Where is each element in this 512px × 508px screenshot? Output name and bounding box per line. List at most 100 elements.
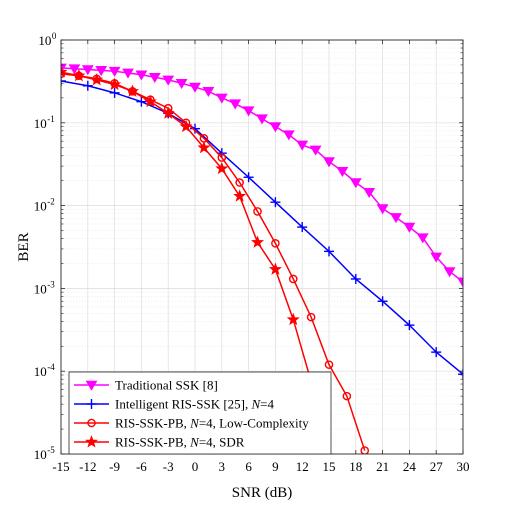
y-tick-label: 10 [34, 364, 47, 379]
legend-label-part: =4 [260, 397, 274, 412]
x-tick-label: 12 [296, 459, 309, 474]
marker-shape [363, 187, 376, 198]
marker-shape [403, 222, 416, 233]
data-point [458, 369, 463, 380]
marker-shape [296, 140, 309, 151]
series-line [61, 80, 463, 375]
y-tick-label: 10 [34, 447, 47, 462]
data-point [136, 96, 147, 107]
y-tick-label: 10 [34, 281, 47, 296]
x-tick-label: 18 [349, 459, 362, 474]
x-tick-label: 15 [323, 459, 336, 474]
x-tick-label: -3 [163, 459, 174, 474]
marker-shape [457, 277, 463, 288]
data-point [297, 222, 308, 233]
marker-shape [179, 119, 193, 133]
legend-label: RIS-SSK-PB, N=4, Low-Complexity [115, 416, 309, 431]
data-point [443, 267, 456, 278]
data-point [404, 320, 415, 331]
x-tick-label: 24 [403, 459, 417, 474]
data-point [243, 172, 254, 183]
y-tick-exponent: -5 [47, 445, 55, 455]
data-point [286, 312, 300, 326]
marker-shape [443, 267, 456, 278]
legend-label-part: =4, Low-Complexity [199, 416, 309, 431]
data-point [72, 68, 86, 82]
x-tick-label: -9 [109, 459, 120, 474]
marker-shape [215, 161, 229, 175]
data-point [197, 140, 211, 154]
axes: -15 -12 -9 -6 -3 0 3 6 9 12 15 18 21 24 27 3010-510-410… [34, 31, 470, 474]
y-tick-exponent: -3 [47, 279, 55, 289]
marker-shape [61, 63, 67, 74]
series-4 [61, 65, 336, 454]
marker-shape [148, 72, 161, 83]
legend-label: Traditional SSK [8] [115, 378, 218, 393]
marker-shape [90, 73, 104, 86]
legend-label-part: N [189, 416, 200, 431]
y-tick-exponent: -4 [47, 362, 55, 372]
marker-shape [135, 70, 148, 81]
data-point [135, 70, 148, 81]
data-point [179, 119, 193, 133]
legend-label-part: RIS-SSK-PB, [115, 416, 190, 431]
legend-marker [85, 380, 98, 391]
marker-shape [349, 178, 362, 189]
marker-shape [197, 140, 211, 154]
legend-label-part: N [189, 435, 200, 450]
data-point [122, 68, 134, 79]
series-1 [61, 63, 463, 288]
legend: Traditional SSK [8] Intelligent RIS-SSK [… [68, 371, 332, 455]
data-point [217, 153, 227, 162]
data-point [68, 64, 81, 75]
marker-shape [108, 66, 121, 77]
data-point [350, 273, 361, 284]
legend-marker [84, 435, 99, 448]
x-tick-label: 6 [245, 459, 252, 474]
legend-item: RIS-SSK-PB, N=4, SDR [74, 435, 245, 450]
data-point [256, 114, 268, 125]
data-point [81, 65, 94, 76]
marker-shape [229, 99, 242, 110]
marker-shape [68, 64, 81, 75]
data-point [108, 66, 121, 77]
data-point [376, 204, 389, 215]
marker-shape [95, 66, 108, 77]
data-point [282, 130, 295, 141]
data-point [233, 189, 247, 202]
data-point [235, 178, 244, 187]
data-point [342, 391, 352, 401]
data-point [324, 360, 334, 369]
data-point [215, 161, 229, 175]
data-point [323, 157, 335, 168]
data-point [403, 222, 416, 233]
data-point [108, 77, 122, 91]
legend-marker [87, 418, 96, 428]
data-point [431, 347, 442, 358]
data-point [202, 87, 215, 98]
data-point [148, 72, 161, 83]
data-point [242, 106, 255, 117]
marker-shape [235, 178, 244, 187]
x-tick-label: 30 [457, 459, 470, 474]
data-point [270, 197, 281, 208]
x-tick-label: 0 [192, 459, 199, 474]
marker-shape [72, 68, 86, 82]
data-point [324, 246, 334, 257]
data-point [143, 94, 157, 108]
marker-shape [143, 94, 157, 108]
marker-shape [233, 189, 247, 202]
marker-shape [84, 435, 99, 448]
marker-shape [309, 145, 322, 156]
marker-shape [175, 78, 188, 90]
data-point [390, 213, 402, 224]
x-tick-label: 27 [430, 459, 444, 474]
legend-label: RIS-SSK-PB, N=4, SDR [115, 435, 245, 450]
data-point [95, 66, 108, 77]
marker-shape [217, 153, 227, 162]
marker-shape [342, 391, 352, 401]
data-point [360, 446, 370, 454]
data-point [457, 277, 463, 288]
y-tick-exponent: -2 [47, 197, 55, 207]
